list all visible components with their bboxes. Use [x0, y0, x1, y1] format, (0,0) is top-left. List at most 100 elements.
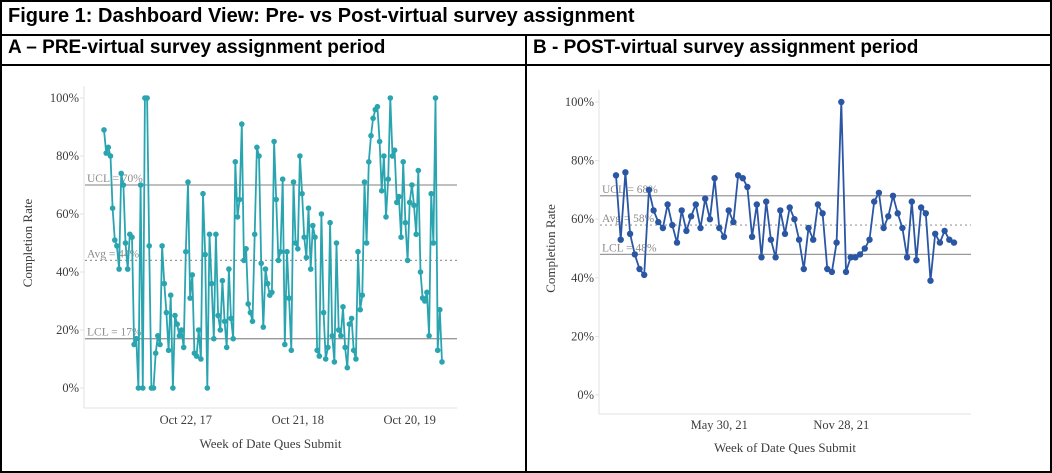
- y-axis-title: Completion Rate: [543, 204, 558, 293]
- data-point: [903, 254, 911, 261]
- charts-row: 0% 20% 40% 60% 80% 100% UCL = 70% Avg = 44% LCL …: [2, 66, 1050, 471]
- data-point: [264, 280, 271, 287]
- data-point: [124, 266, 131, 272]
- ref-line-label-lcl: LCL = 17%: [87, 327, 142, 339]
- data-point: [847, 254, 854, 261]
- data-point: [378, 188, 385, 194]
- data-point: [198, 356, 204, 362]
- data-point: [202, 251, 208, 258]
- data-point: [368, 132, 374, 139]
- data-point: [411, 202, 417, 209]
- y-axis-title: Completion Rate: [20, 199, 35, 288]
- data-point: [178, 327, 185, 333]
- y-tick-label: 100%: [50, 91, 79, 105]
- data-point: [706, 216, 714, 223]
- data-point: [338, 333, 344, 339]
- data-point: [299, 190, 305, 197]
- data-point: [288, 347, 295, 354]
- data-point: [772, 254, 779, 261]
- data-point: [655, 218, 662, 226]
- data-point: [241, 257, 247, 264]
- pre-series-markers: [101, 95, 445, 391]
- data-point: [404, 257, 411, 264]
- data-point: [174, 321, 180, 327]
- data-point: [217, 327, 224, 333]
- data-point: [109, 205, 116, 211]
- data-point: [946, 236, 953, 243]
- data-point: [402, 219, 409, 226]
- data-point: [422, 298, 428, 304]
- data-point: [697, 224, 704, 232]
- data-point: [170, 385, 176, 391]
- data-point: [626, 230, 634, 237]
- data-point: [917, 204, 925, 211]
- data-point: [131, 341, 137, 348]
- data-point: [122, 240, 129, 246]
- data-point: [226, 266, 232, 272]
- data-point: [650, 207, 657, 214]
- data-point: [105, 144, 112, 151]
- data-point: [204, 385, 211, 391]
- data-point: [376, 138, 383, 145]
- data-point: [673, 239, 681, 246]
- ref-line-label-ucl: UCL = 70%: [87, 173, 143, 185]
- data-point: [795, 236, 803, 243]
- data-point: [899, 224, 906, 232]
- data-point: [297, 153, 303, 159]
- data-point: [687, 213, 695, 220]
- data-point: [894, 210, 901, 217]
- data-point: [664, 201, 671, 208]
- data-point: [641, 271, 648, 279]
- data-point: [932, 230, 939, 237]
- data-point: [430, 240, 437, 246]
- data-point: [810, 236, 817, 243]
- data-point: [748, 233, 756, 240]
- data-point: [612, 172, 620, 179]
- data-point: [908, 198, 915, 205]
- data-point: [221, 318, 228, 325]
- data-point: [659, 224, 667, 232]
- data-point: [219, 277, 226, 284]
- post-series-markers: [612, 98, 958, 284]
- data-point: [223, 344, 230, 351]
- data-point: [800, 265, 807, 273]
- data-point: [189, 272, 196, 278]
- y-tick-label: 20%: [571, 329, 594, 343]
- data-point: [150, 385, 157, 391]
- y-tick-label: 60%: [571, 212, 594, 226]
- data-point: [692, 201, 699, 208]
- data-point: [176, 333, 183, 339]
- data-point: [165, 347, 172, 354]
- ref-line-label-lcl: LCL = 48%: [602, 242, 657, 254]
- data-point: [383, 214, 389, 220]
- data-point: [129, 234, 135, 240]
- data-point: [417, 269, 424, 275]
- data-point: [284, 248, 290, 255]
- data-point: [786, 204, 793, 211]
- data-point: [439, 359, 445, 365]
- data-point: [432, 95, 439, 101]
- data-point: [645, 186, 653, 194]
- data-point: [208, 280, 215, 287]
- data-point: [777, 207, 784, 214]
- x-tick-label: Oct 21, 18: [272, 413, 324, 427]
- data-point: [325, 344, 331, 351]
- data-point: [146, 243, 152, 249]
- data-point: [350, 347, 357, 354]
- post-chart: 0% 20% 40% 60% 80% 100% UCL = 68% Avg = 58% LCL …: [527, 66, 1050, 471]
- panel-header-row: A – PRE-virtual survey assignment period…: [2, 36, 1050, 66]
- data-point: [335, 327, 342, 333]
- data-point: [396, 193, 402, 200]
- data-point: [636, 265, 643, 273]
- data-point: [320, 309, 327, 316]
- data-point: [258, 260, 265, 267]
- data-point: [316, 353, 323, 359]
- data-point: [314, 347, 320, 354]
- data-point: [260, 324, 267, 330]
- data-point: [234, 214, 241, 220]
- data-point: [112, 237, 118, 243]
- data-point: [254, 144, 260, 151]
- data-point: [140, 385, 146, 391]
- data-point: [406, 199, 413, 206]
